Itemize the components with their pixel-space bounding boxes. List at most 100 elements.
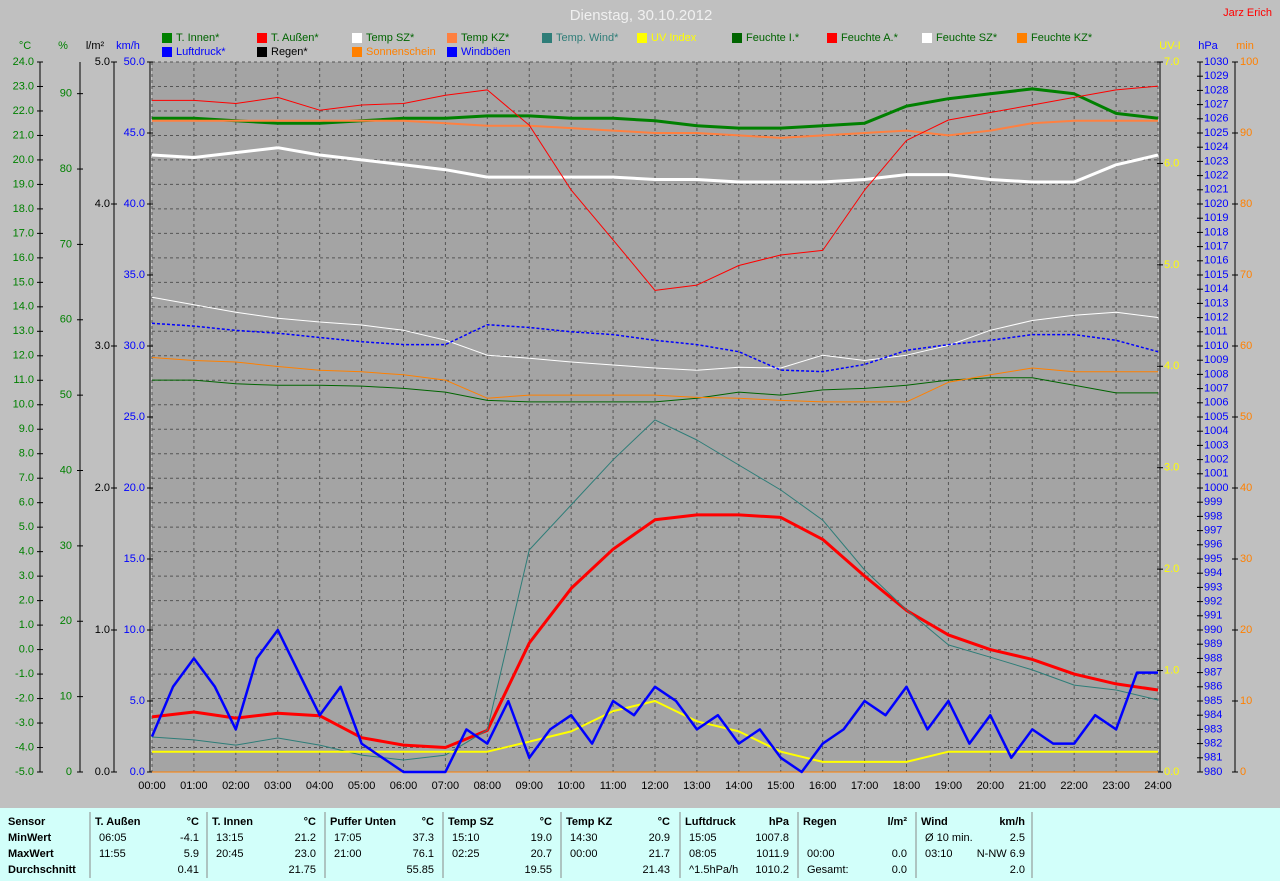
table-cell: 2.5 — [1010, 832, 1025, 844]
y-tick-label: 7.0 — [1164, 56, 1179, 68]
y-tick-label: 1017 — [1204, 241, 1228, 253]
legend-label: Sonnenschein — [366, 46, 436, 58]
y-tick-label: -4.0 — [15, 741, 34, 753]
legend-swatch — [162, 33, 172, 43]
table-cell: 0.0 — [892, 864, 907, 876]
table-cell: 17:05 — [334, 832, 362, 844]
table-cell: 5.9 — [184, 848, 199, 860]
table-cell: 21.7 — [649, 848, 670, 860]
table-cell: 37.3 — [413, 832, 434, 844]
legend-swatch — [542, 33, 552, 43]
table-cell: 0.41 — [178, 864, 199, 876]
axis-unit: min — [1236, 40, 1254, 52]
y-tick-label: 1.0 — [19, 619, 34, 631]
y-tick-label: 2.0 — [95, 482, 110, 494]
y-tick-label: 1004 — [1204, 425, 1228, 437]
table-cell: 00:00 — [570, 848, 598, 860]
y-tick-label: 1022 — [1204, 170, 1228, 182]
x-tick-label: 24:00 — [1144, 780, 1172, 792]
x-tick-label: 01:00 — [180, 780, 208, 792]
y-tick-label: 0.0 — [19, 643, 34, 655]
table-cell: Ø 10 min. — [925, 832, 973, 844]
y-tick-label: 999 — [1204, 496, 1222, 508]
table-unit: °C — [187, 816, 199, 828]
y-tick-label: 1026 — [1204, 113, 1228, 125]
y-tick-label: 20 — [1240, 624, 1252, 636]
legend-swatch — [447, 33, 457, 43]
y-tick-label: 18.0 — [13, 203, 34, 215]
y-tick-label: 15.0 — [13, 276, 34, 288]
series-line — [152, 87, 1159, 130]
y-tick-label: 0.0 — [1164, 766, 1179, 778]
y-tick-label: 985 — [1204, 695, 1222, 707]
y-tick-label: 100 — [1240, 56, 1258, 68]
table-cell: 23.0 — [295, 848, 316, 860]
table-cell: 02:25 — [452, 848, 480, 860]
y-tick-label: 70 — [60, 238, 72, 250]
y-tick-label: 1009 — [1204, 354, 1228, 366]
y-tick-label: 0 — [66, 766, 72, 778]
table-cell: 55.85 — [406, 864, 434, 876]
y-tick-label: 993 — [1204, 581, 1222, 593]
x-tick-label: 16:00 — [809, 780, 837, 792]
series-line — [151, 322, 1159, 373]
y-tick-label: 1024 — [1204, 141, 1228, 153]
axis-unit: °C — [19, 40, 31, 52]
y-tick-label: 4.0 — [95, 198, 110, 210]
table-cell: 21.2 — [295, 832, 316, 844]
y-tick-label: -5.0 — [15, 766, 34, 778]
y-tick-label: 1025 — [1204, 127, 1228, 139]
y-tick-label: 30 — [60, 540, 72, 552]
legend-label: UV Index — [651, 32, 697, 44]
y-tick-label: 5.0 — [19, 521, 34, 533]
series-line — [152, 377, 1158, 403]
y-tick-label: 0.0 — [130, 766, 145, 778]
table-cell: 15:05 — [689, 832, 717, 844]
legend-swatch — [257, 47, 267, 57]
table-header: Regen — [803, 816, 837, 828]
row-label: MinWert — [8, 832, 52, 844]
y-tick-label: 60 — [60, 314, 72, 326]
y-tick-label: 6.0 — [1164, 157, 1179, 169]
x-tick-label: 04:00 — [306, 780, 334, 792]
y-tick-label: 0.0 — [95, 766, 110, 778]
table-unit: km/h — [999, 816, 1025, 828]
y-tick-label: 981 — [1204, 752, 1222, 764]
y-tick-label: 80 — [1240, 198, 1252, 210]
y-tick-label: 992 — [1204, 596, 1222, 608]
row-label: MaxWert — [8, 848, 54, 860]
y-tick-label: 1.0 — [1164, 664, 1179, 676]
table-unit: °C — [658, 816, 670, 828]
legend-swatch — [1017, 33, 1027, 43]
y-tick-label: 1006 — [1204, 397, 1228, 409]
legend-label: Temp SZ* — [366, 32, 415, 44]
y-tick-label: 10 — [60, 691, 72, 703]
y-tick-label: -2.0 — [15, 692, 34, 704]
y-tick-label: 1027 — [1204, 99, 1228, 111]
table-cell: 76.1 — [413, 848, 434, 860]
table-cell: 13:15 — [216, 832, 244, 844]
table-cell: 0.0 — [892, 848, 907, 860]
y-tick-label: 987 — [1204, 667, 1222, 679]
x-tick-label: 03:00 — [264, 780, 292, 792]
table-unit: hPa — [769, 816, 790, 828]
y-tick-label: 10 — [1240, 695, 1252, 707]
y-tick-label: 994 — [1204, 567, 1222, 579]
table-header: T. Außen — [95, 816, 141, 828]
table-cell: 20.9 — [649, 832, 670, 844]
y-tick-label: 1016 — [1204, 255, 1228, 267]
y-tick-label: 4.0 — [1164, 360, 1179, 372]
y-tick-label: 1018 — [1204, 226, 1228, 238]
legend-swatch — [447, 47, 457, 57]
y-tick-label: 1028 — [1204, 84, 1228, 96]
y-tick-label: 50 — [60, 389, 72, 401]
legend-label: Feuchte A.* — [841, 32, 899, 44]
y-tick-label: -3.0 — [15, 717, 34, 729]
y-tick-label: 10.0 — [13, 399, 34, 411]
y-tick-label: 989 — [1204, 638, 1222, 650]
x-tick-label: 09:00 — [515, 780, 543, 792]
y-tick-label: 1.0 — [95, 624, 110, 636]
credit: Jarz Erich — [1223, 7, 1272, 19]
legend-label: Feuchte KZ* — [1031, 32, 1093, 44]
